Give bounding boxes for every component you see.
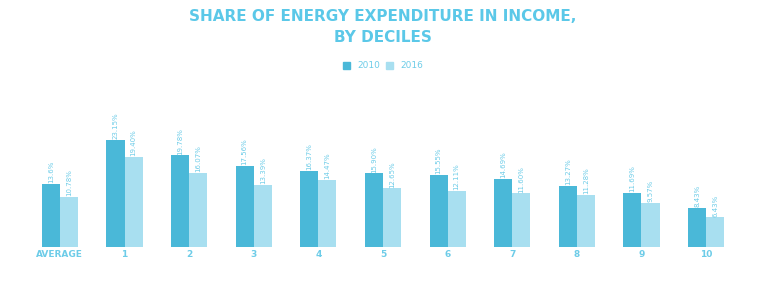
Bar bbox=[365, 173, 383, 247]
Bar bbox=[494, 179, 512, 247]
Text: 12.65%: 12.65% bbox=[389, 161, 395, 188]
Bar bbox=[558, 185, 577, 247]
Bar bbox=[512, 193, 530, 247]
Bar bbox=[60, 197, 78, 247]
Bar bbox=[688, 208, 706, 247]
Text: 11.28%: 11.28% bbox=[583, 167, 589, 194]
Bar bbox=[706, 217, 724, 247]
Text: 16.07%: 16.07% bbox=[195, 145, 201, 172]
Bar bbox=[125, 157, 142, 247]
Bar bbox=[171, 155, 189, 247]
Text: 15.90%: 15.90% bbox=[371, 146, 377, 173]
Text: 19.40%: 19.40% bbox=[130, 130, 136, 156]
Text: 13.39%: 13.39% bbox=[260, 157, 266, 184]
Bar bbox=[577, 195, 595, 247]
Text: 17.56%: 17.56% bbox=[242, 138, 247, 165]
Text: 14.69%: 14.69% bbox=[500, 151, 506, 178]
Bar bbox=[319, 180, 336, 247]
Legend: 2010, 2016: 2010, 2016 bbox=[341, 60, 425, 72]
Text: 13.6%: 13.6% bbox=[47, 161, 54, 183]
Text: 23.15%: 23.15% bbox=[113, 112, 119, 139]
Text: 11.60%: 11.60% bbox=[519, 166, 524, 193]
Text: 8.43%: 8.43% bbox=[694, 185, 700, 207]
Bar bbox=[383, 188, 401, 247]
Bar bbox=[300, 171, 319, 247]
Text: 16.37%: 16.37% bbox=[306, 144, 313, 170]
Bar bbox=[189, 173, 208, 247]
Text: 11.69%: 11.69% bbox=[630, 165, 636, 192]
Bar bbox=[42, 184, 60, 247]
Text: 6.43%: 6.43% bbox=[712, 194, 719, 217]
Text: 9.57%: 9.57% bbox=[647, 180, 653, 202]
Text: SHARE OF ENERGY EXPENDITURE IN INCOME,
BY DECILES: SHARE OF ENERGY EXPENDITURE IN INCOME, B… bbox=[189, 9, 577, 45]
Bar bbox=[106, 140, 125, 247]
Text: 10.78%: 10.78% bbox=[66, 170, 72, 196]
Bar bbox=[447, 191, 466, 247]
Bar bbox=[624, 193, 641, 247]
Bar bbox=[254, 185, 272, 247]
Bar bbox=[641, 203, 660, 247]
Text: 19.78%: 19.78% bbox=[177, 128, 183, 154]
Text: 12.11%: 12.11% bbox=[453, 164, 460, 190]
Text: 13.27%: 13.27% bbox=[565, 158, 571, 185]
Text: 14.47%: 14.47% bbox=[325, 153, 330, 179]
Text: 15.55%: 15.55% bbox=[436, 148, 441, 174]
Bar bbox=[430, 175, 447, 247]
Bar bbox=[236, 166, 254, 247]
